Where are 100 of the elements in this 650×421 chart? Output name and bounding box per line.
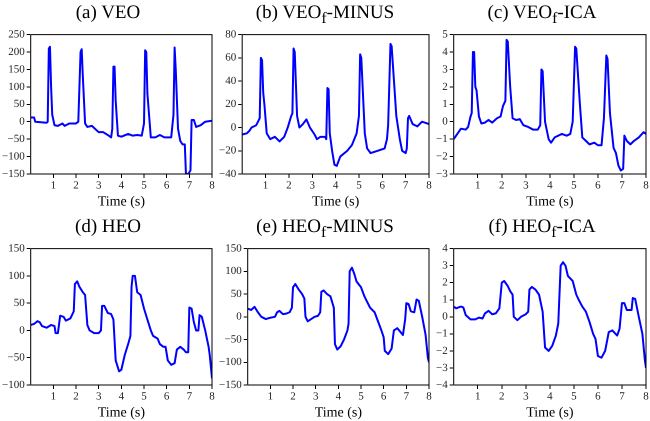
y-tick-label: 0 <box>19 116 26 128</box>
y-tick-label: −1 <box>436 328 448 340</box>
y-tick-label: 4 <box>442 46 448 58</box>
x-tick-label: 6 <box>380 179 386 192</box>
y-tick-label: 50 <box>14 98 26 110</box>
y-tick-label: 100 <box>8 270 26 282</box>
x-tick-label: 7 <box>402 179 409 192</box>
x-tick-label: 2 <box>286 179 292 192</box>
y-tick-label: 0 <box>19 324 26 336</box>
chart-title: (a) VEO <box>74 1 142 25</box>
x-tick-label: 3 <box>310 179 316 192</box>
x-tick-label: 7 <box>404 390 410 402</box>
x-tick-label: 6 <box>164 179 170 192</box>
y-tick-label: −20 <box>218 144 237 157</box>
y-tick-label: 0 <box>236 310 242 323</box>
chart-title: (b) VEO$_{f}$-MINUS <box>254 1 396 27</box>
x-tick-label: 4 <box>332 179 339 192</box>
y-tick-label: 250 <box>8 28 26 40</box>
y-tick-label: 1 <box>442 98 448 110</box>
y-tick-label: 0 <box>442 310 448 323</box>
x-tick-label: 2 <box>499 179 505 192</box>
x-tick-label: 2 <box>73 390 79 402</box>
x-axis-title: Time (s) <box>312 194 360 210</box>
y-tick-label: −1 <box>436 133 448 146</box>
y-tick-label: 20 <box>225 98 237 110</box>
x-tick-label: 3 <box>523 179 530 192</box>
y-tick-label: 5 <box>442 28 448 40</box>
y-tick-label: 150 <box>8 242 26 254</box>
x-tick-label: 4 <box>547 390 554 402</box>
y-tick-label: 80 <box>225 28 237 40</box>
x-tick-label: 8 <box>643 179 650 192</box>
x-tick-label: 8 <box>643 390 650 402</box>
y-tick-label: 3 <box>442 260 448 272</box>
y-tick-label: 1 <box>442 294 448 306</box>
y-tick-label: −150 <box>2 168 26 180</box>
x-tick-label: 5 <box>571 390 578 402</box>
x-tick-label: 7 <box>186 390 193 402</box>
y-tick-label: −3 <box>436 362 448 374</box>
x-tick-label: 2 <box>73 179 79 192</box>
x-tick-label: 8 <box>426 179 432 192</box>
x-tick-label: 4 <box>547 179 554 192</box>
chart-title: (c) VEO$_{f}$-ICA <box>486 1 598 27</box>
y-tick-label: −100 <box>2 378 26 391</box>
y-tick-label: 2 <box>442 80 448 93</box>
y-tick-label: 0 <box>442 116 448 128</box>
y-tick-label: 0 <box>230 121 237 134</box>
y-tick-label: 150 <box>8 63 26 76</box>
x-tick-label: 5 <box>356 179 362 192</box>
y-tick-label: 200 <box>8 46 26 58</box>
x-axis-title: Time (s) <box>314 405 362 420</box>
y-tick-label: −2 <box>436 344 448 357</box>
y-tick-label: 100 <box>225 265 242 278</box>
x-tick-label: 3 <box>312 390 319 402</box>
y-tick-label: −150 <box>218 378 242 391</box>
y-tick-label: 50 <box>14 297 26 310</box>
x-tick-label: 2 <box>290 390 296 402</box>
x-tick-label: 4 <box>118 179 125 192</box>
x-tick-label: 4 <box>118 390 125 402</box>
y-tick-label: 150 <box>225 242 242 254</box>
chart-title: (e) HEO$_{f}$-MINUS <box>255 215 395 241</box>
x-axis-title: Time (s) <box>526 194 574 210</box>
x-tick-label: 6 <box>595 179 602 192</box>
x-tick-label: 3 <box>96 390 102 402</box>
y-tick-label: −40 <box>218 168 237 180</box>
y-tick-label: 2 <box>442 276 448 289</box>
chart-title: (d) HEO <box>74 215 142 239</box>
y-tick-label: −100 <box>218 356 242 368</box>
y-tick-label: 3 <box>442 63 448 76</box>
x-tick-label: 5 <box>141 390 148 402</box>
x-tick-label: 8 <box>209 390 216 402</box>
x-tick-label: 7 <box>619 179 626 192</box>
y-tick-label: −4 <box>436 378 448 391</box>
y-tick-label: 100 <box>8 80 26 93</box>
chart-title: (f) HEO$_{f}$-ICA <box>487 215 597 241</box>
x-tick-label: 5 <box>571 179 578 192</box>
x-tick-label: 1 <box>268 390 274 402</box>
x-tick-label: 1 <box>474 390 480 402</box>
x-tick-label: 7 <box>619 390 626 402</box>
x-axis-title: Time (s) <box>526 405 574 420</box>
x-tick-label: 5 <box>358 390 364 402</box>
y-tick-label: 4 <box>442 242 448 254</box>
x-tick-label: 4 <box>336 390 342 402</box>
x-tick-label: 5 <box>141 179 148 192</box>
x-tick-label: 1 <box>50 390 56 402</box>
x-tick-label: 6 <box>380 390 387 402</box>
x-axis-title: Time (s) <box>98 194 146 210</box>
y-tick-label: −50 <box>7 352 26 364</box>
y-tick-label: −2 <box>436 150 448 162</box>
x-tick-label: 1 <box>50 179 56 192</box>
y-tick-label: 50 <box>230 288 242 300</box>
y-tick-label: 60 <box>225 52 237 64</box>
y-tick-label: −100 <box>2 150 26 162</box>
x-tick-label: 3 <box>96 179 102 192</box>
x-tick-label: 1 <box>474 179 480 192</box>
y-tick-label: 40 <box>225 74 237 87</box>
x-tick-label: 6 <box>595 390 602 402</box>
x-tick-label: 6 <box>164 390 170 402</box>
x-tick-label: 8 <box>209 179 216 192</box>
y-tick-label: −3 <box>436 168 448 180</box>
x-tick-label: 8 <box>426 390 432 402</box>
